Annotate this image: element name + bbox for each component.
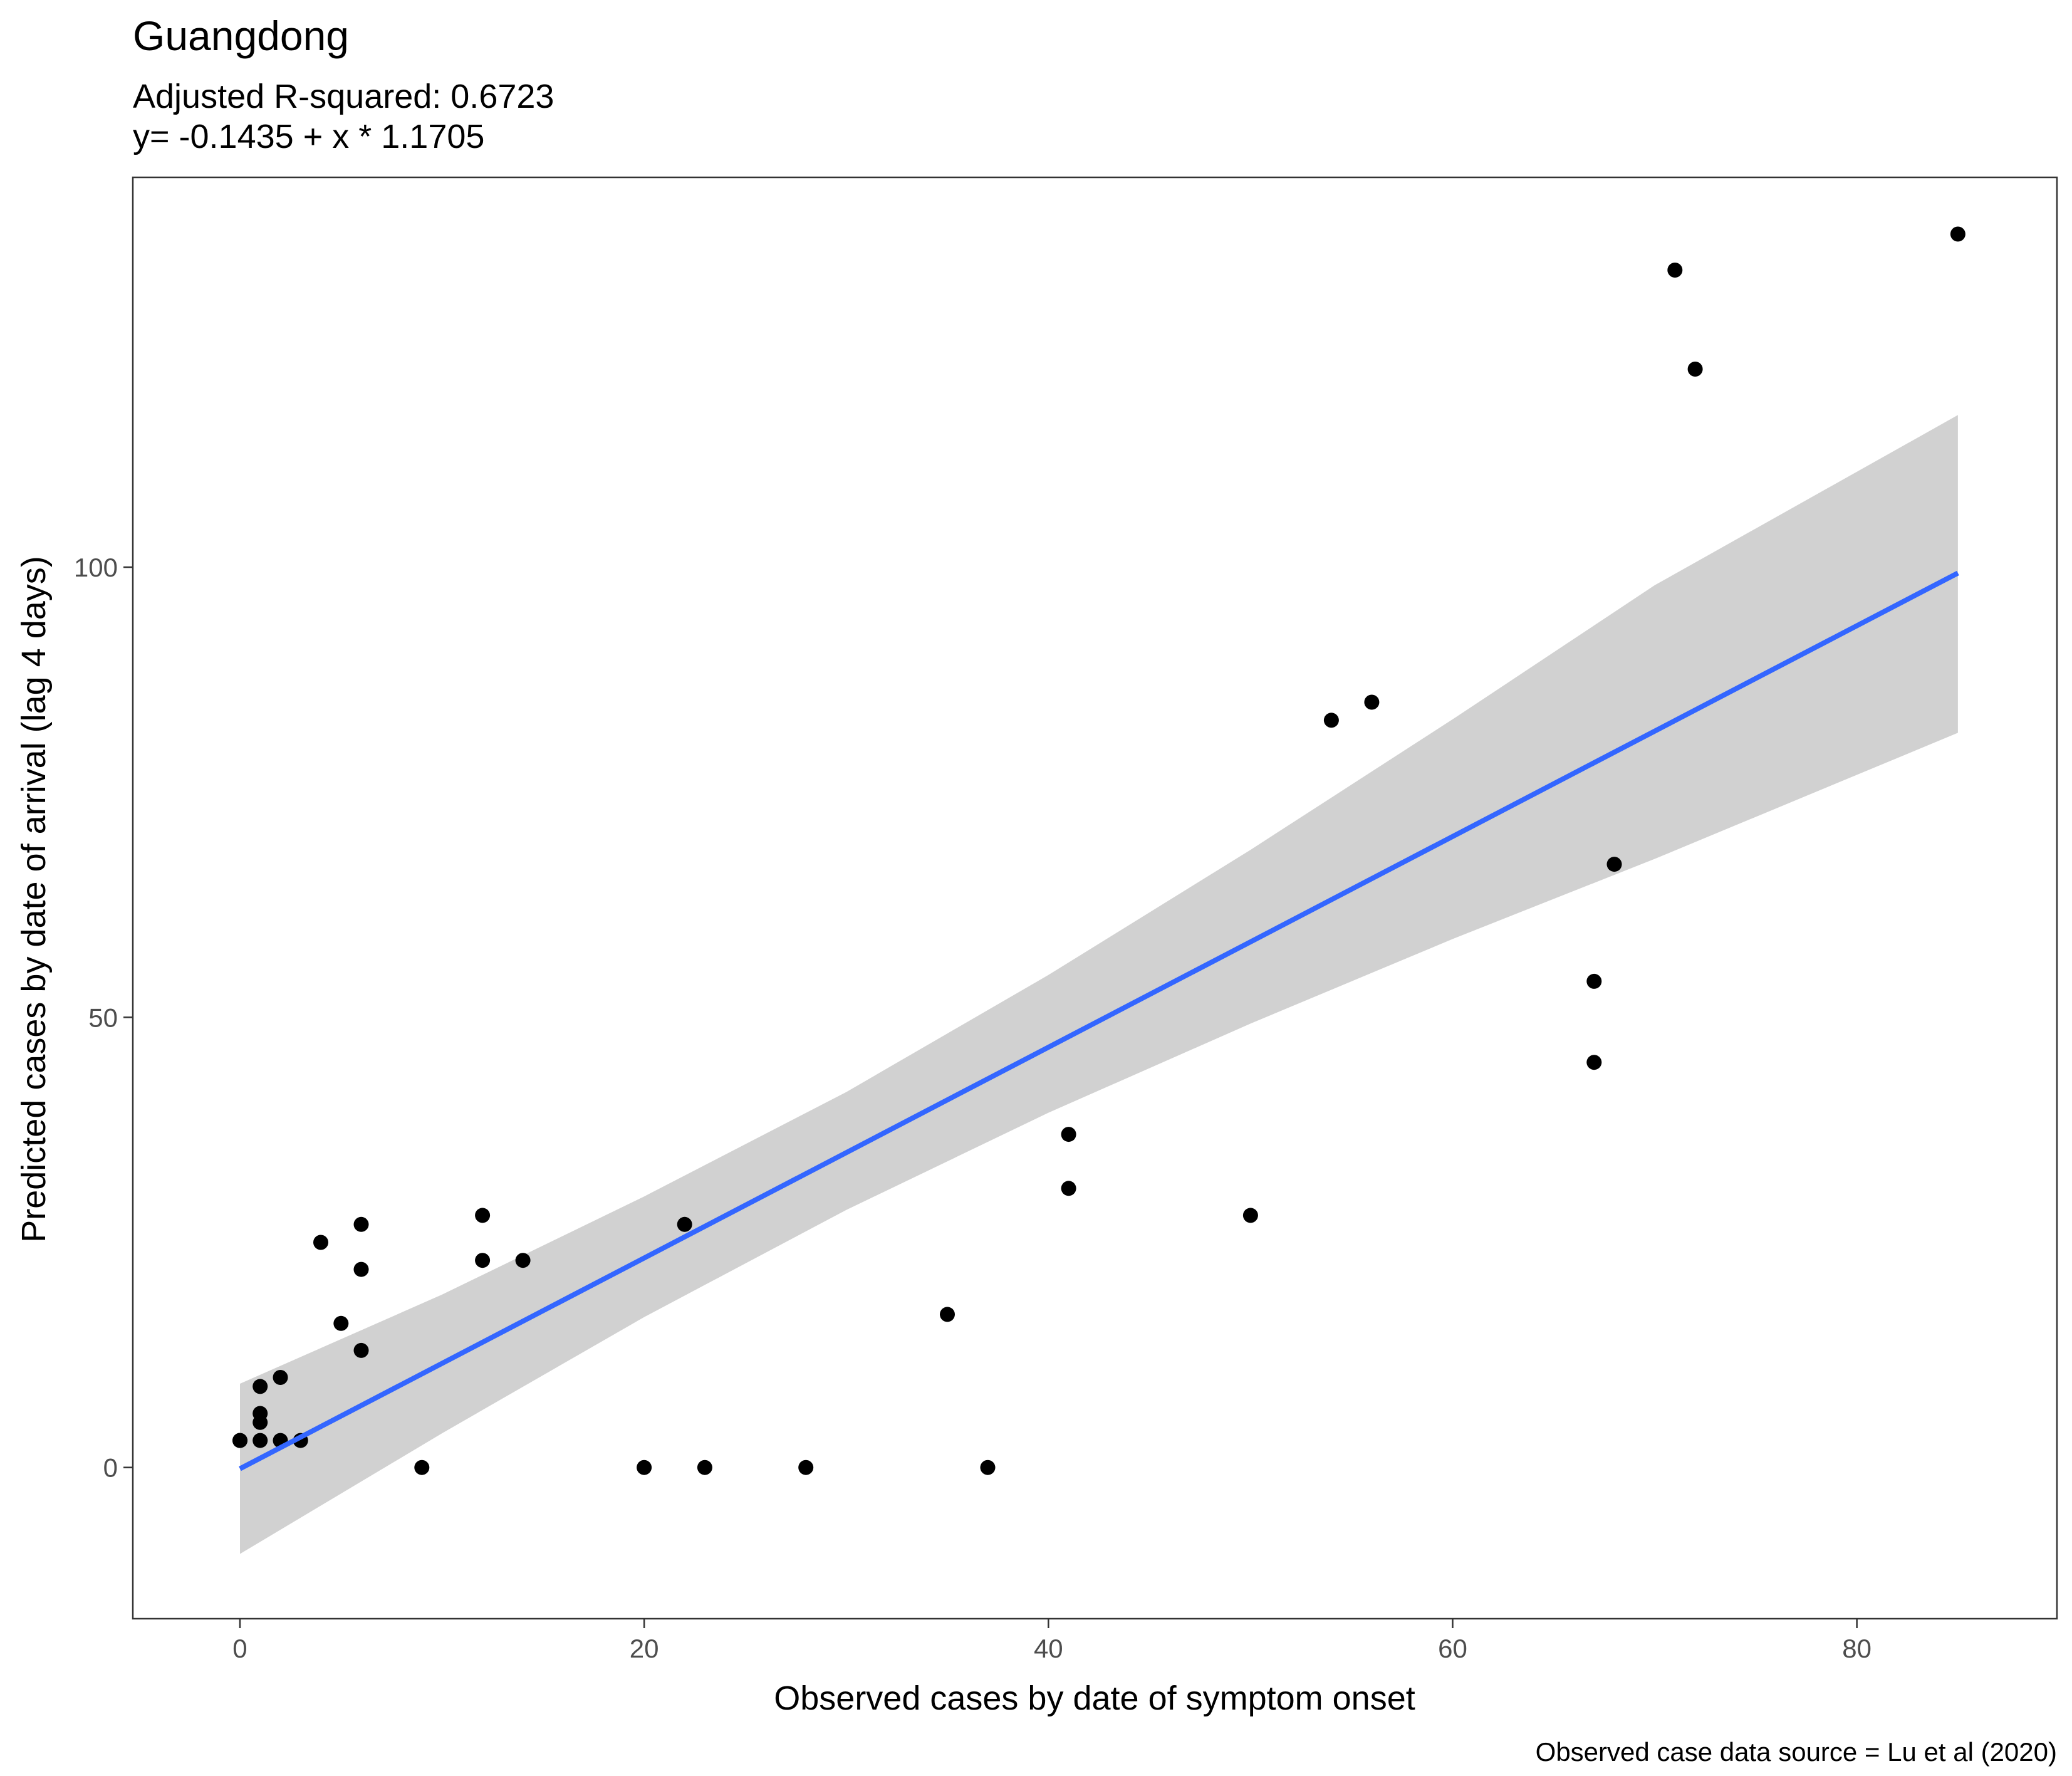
regression-line [239, 570, 1959, 1471]
data-point [353, 1342, 369, 1358]
data-point [252, 1433, 268, 1448]
x-tick-label: 0 [232, 1634, 247, 1663]
y-axis-title: Predicted cases by date of arrival (lag … [15, 556, 53, 1243]
data-point [1586, 1055, 1602, 1070]
x-tick-label: 40 [1034, 1634, 1063, 1663]
data-point [252, 1406, 268, 1421]
data-point [313, 1235, 328, 1250]
data-point [1242, 1208, 1258, 1223]
data-point [677, 1216, 692, 1232]
y-tick-label: 50 [88, 1003, 118, 1032]
data-point [1586, 973, 1602, 989]
data-point [980, 1460, 996, 1475]
data-point [353, 1261, 369, 1277]
data-point [1323, 713, 1339, 728]
y-axis: 0 50 100 [74, 553, 133, 1483]
chart-subtitle-line-1: Adjusted R-squared: 0.6723 [133, 78, 554, 115]
plot-area [232, 226, 1965, 1554]
data-point [1606, 857, 1622, 872]
data-point [1667, 263, 1683, 278]
y-tick-label: 0 [103, 1453, 118, 1483]
data-point [232, 1433, 247, 1448]
data-point [1687, 362, 1703, 377]
y-tick-label: 100 [74, 553, 118, 582]
data-point [353, 1216, 369, 1232]
x-axis: 0 20 40 60 80 [232, 1619, 1872, 1663]
chart-subtitle-line-2: y= -0.1435 + x * 1.1705 [133, 118, 484, 155]
data-point [515, 1253, 531, 1268]
data-point [273, 1370, 288, 1385]
confidence-band [240, 415, 1958, 1554]
chart-title: Guangdong [133, 13, 349, 59]
x-tick-label: 60 [1438, 1634, 1467, 1663]
data-point [637, 1460, 652, 1475]
data-point [475, 1253, 491, 1268]
data-point [1061, 1181, 1076, 1196]
data-point [798, 1460, 814, 1475]
data-point [697, 1460, 712, 1475]
data-point [940, 1307, 955, 1322]
chart-caption: Observed case data source = Lu et al (20… [1536, 1737, 2057, 1767]
data-point [475, 1208, 491, 1223]
data-point [1061, 1127, 1076, 1142]
panel-border [132, 176, 2058, 1620]
data-point [333, 1315, 349, 1331]
x-tick-label: 80 [1842, 1634, 1872, 1663]
data-point [1364, 694, 1380, 710]
data-point [414, 1460, 430, 1475]
x-axis-title: Observed cases by date of symptom onset [774, 1679, 1415, 1717]
data-point [1950, 226, 1965, 242]
data-point [252, 1379, 268, 1394]
x-tick-label: 20 [630, 1634, 659, 1663]
